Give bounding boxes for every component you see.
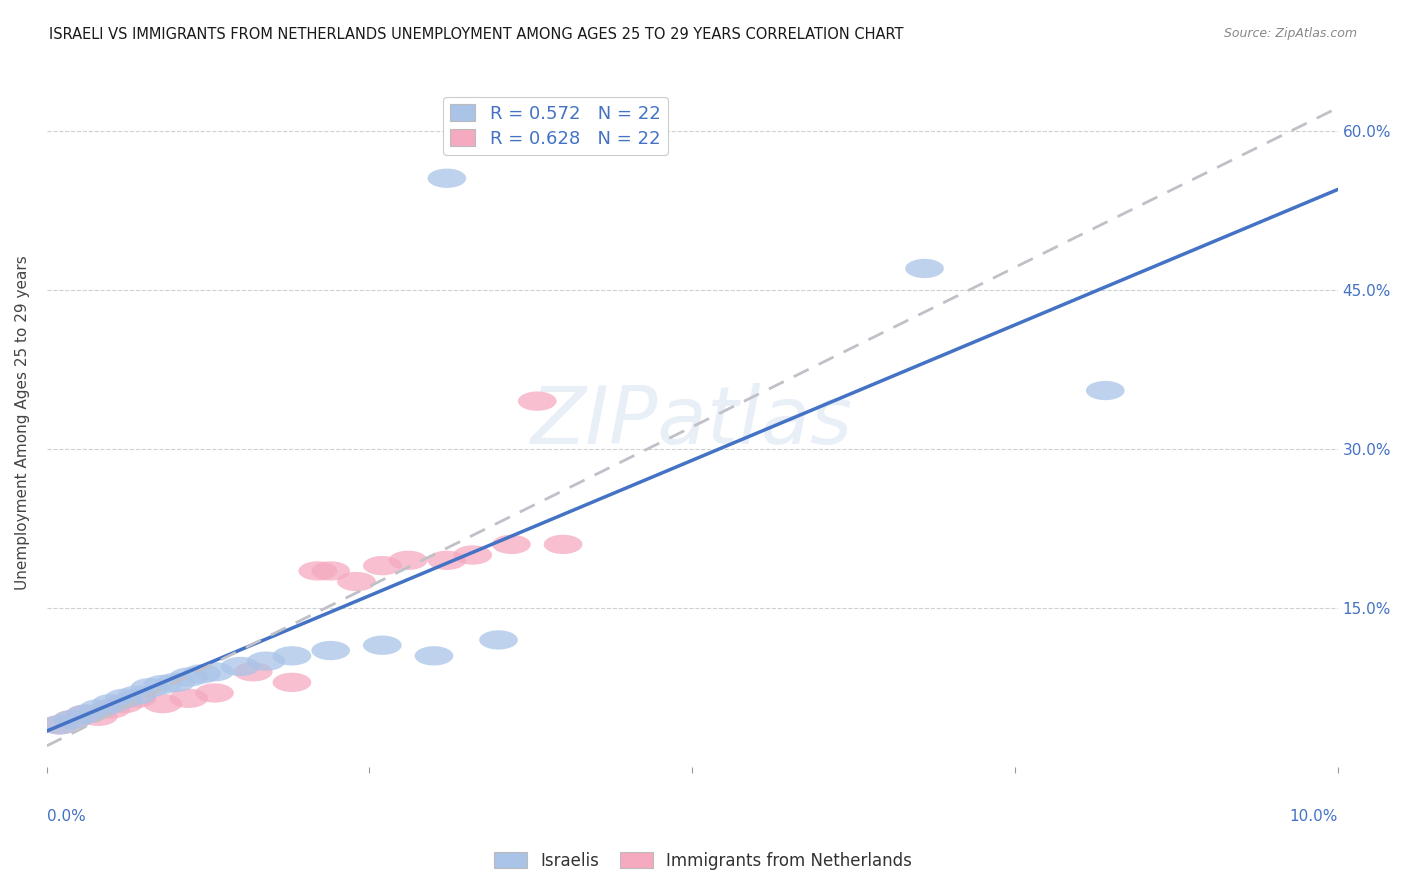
Ellipse shape (427, 550, 467, 570)
Ellipse shape (195, 662, 233, 681)
Ellipse shape (273, 646, 311, 665)
Ellipse shape (156, 673, 195, 692)
Ellipse shape (479, 631, 517, 649)
Ellipse shape (118, 689, 156, 708)
Text: 10.0%: 10.0% (1289, 809, 1337, 823)
Ellipse shape (66, 705, 105, 724)
Y-axis label: Unemployment Among Ages 25 to 29 years: Unemployment Among Ages 25 to 29 years (15, 255, 30, 590)
Legend: R = 0.572   N = 22, R = 0.628   N = 22: R = 0.572 N = 22, R = 0.628 N = 22 (443, 97, 668, 155)
Ellipse shape (143, 675, 183, 694)
Ellipse shape (131, 678, 169, 698)
Ellipse shape (91, 694, 131, 714)
Ellipse shape (311, 640, 350, 660)
Ellipse shape (1085, 381, 1125, 401)
Ellipse shape (337, 572, 375, 591)
Ellipse shape (105, 694, 143, 714)
Ellipse shape (66, 705, 105, 724)
Ellipse shape (389, 550, 427, 570)
Text: ZIPatlas: ZIPatlas (531, 384, 853, 461)
Ellipse shape (53, 710, 91, 729)
Ellipse shape (118, 685, 156, 705)
Ellipse shape (905, 259, 943, 278)
Legend: Israelis, Immigrants from Netherlands: Israelis, Immigrants from Netherlands (488, 846, 918, 877)
Ellipse shape (453, 545, 492, 565)
Ellipse shape (544, 534, 582, 554)
Ellipse shape (363, 556, 402, 575)
Ellipse shape (415, 646, 453, 665)
Ellipse shape (41, 715, 79, 734)
Ellipse shape (298, 561, 337, 581)
Ellipse shape (233, 662, 273, 681)
Ellipse shape (517, 392, 557, 411)
Ellipse shape (79, 699, 118, 719)
Ellipse shape (492, 534, 531, 554)
Ellipse shape (221, 657, 260, 676)
Ellipse shape (91, 699, 131, 719)
Ellipse shape (363, 636, 402, 655)
Ellipse shape (79, 706, 118, 726)
Ellipse shape (183, 665, 221, 683)
Ellipse shape (427, 169, 467, 188)
Ellipse shape (53, 710, 91, 729)
Ellipse shape (143, 694, 183, 714)
Ellipse shape (169, 667, 208, 687)
Text: 0.0%: 0.0% (46, 809, 86, 823)
Ellipse shape (247, 651, 285, 671)
Ellipse shape (41, 715, 79, 734)
Ellipse shape (273, 673, 311, 692)
Text: ISRAELI VS IMMIGRANTS FROM NETHERLANDS UNEMPLOYMENT AMONG AGES 25 TO 29 YEARS CO: ISRAELI VS IMMIGRANTS FROM NETHERLANDS U… (49, 27, 904, 42)
Text: Source: ZipAtlas.com: Source: ZipAtlas.com (1223, 27, 1357, 40)
Ellipse shape (195, 683, 233, 703)
Ellipse shape (311, 561, 350, 581)
Ellipse shape (169, 689, 208, 708)
Ellipse shape (105, 689, 143, 708)
